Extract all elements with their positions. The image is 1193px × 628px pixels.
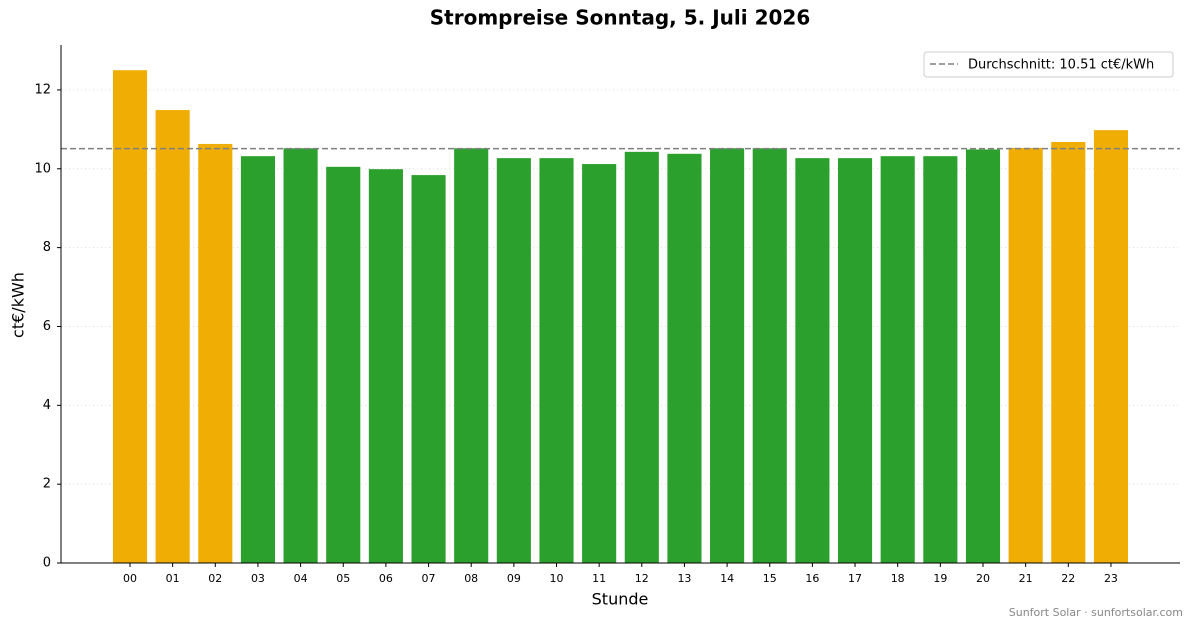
bar xyxy=(112,70,148,564)
bar xyxy=(795,158,830,564)
bar xyxy=(880,156,915,563)
x-tick-label: 15 xyxy=(763,572,777,585)
x-tick-label: 10 xyxy=(550,572,564,585)
x-tick-label: 19 xyxy=(933,572,947,585)
bar xyxy=(1008,147,1043,563)
x-tick-label: 23 xyxy=(1104,572,1118,585)
x-tick-label: 09 xyxy=(507,572,521,585)
x-tick-label: 22 xyxy=(1061,572,1075,585)
bar xyxy=(624,151,659,563)
x-tick-label: 13 xyxy=(677,572,691,585)
x-tick-label: 01 xyxy=(166,572,180,585)
bar xyxy=(326,166,361,563)
x-tick-label: 14 xyxy=(720,572,734,585)
bar xyxy=(710,148,745,564)
bar xyxy=(837,158,873,564)
bar xyxy=(667,153,702,563)
x-tick-label: 00 xyxy=(123,572,137,585)
chart-title: Strompreise Sonntag, 5. Juli 2026 xyxy=(430,6,811,30)
x-tick-label: 20 xyxy=(976,572,990,585)
x-tick-label: 04 xyxy=(294,572,308,585)
y-axis-label: ct€/kWh xyxy=(9,272,28,338)
x-tick-label: 03 xyxy=(251,572,265,585)
bar xyxy=(965,149,1001,563)
footer: Sunfort Solar · sunfortsolar.com xyxy=(1009,606,1183,619)
bar xyxy=(539,158,574,564)
y-tick-label: 4 xyxy=(43,398,51,413)
bar xyxy=(1093,130,1129,563)
bar xyxy=(1051,141,1086,563)
bar xyxy=(240,156,276,563)
x-tick-label: 05 xyxy=(336,572,350,585)
bar xyxy=(496,158,531,564)
bar xyxy=(283,148,318,564)
x-tick-label: 02 xyxy=(208,572,222,585)
y-tick-label: 6 xyxy=(43,319,51,334)
x-tick-label: 07 xyxy=(422,572,436,585)
x-tick-label: 06 xyxy=(379,572,393,585)
bar xyxy=(368,169,403,563)
x-axis-label: Stunde xyxy=(592,590,649,609)
x-tick-label: 08 xyxy=(464,572,478,585)
y-tick-label: 0 xyxy=(43,556,51,571)
y-tick-label: 8 xyxy=(43,240,51,255)
bar xyxy=(411,175,446,564)
bar xyxy=(752,148,787,564)
x-tick-label: 18 xyxy=(891,572,905,585)
legend-label: Durchschnitt: 10.51 ct€/kWh xyxy=(968,58,1154,73)
legend-box xyxy=(923,51,1174,78)
y-tick-label: 12 xyxy=(34,82,51,97)
x-tick-label: 12 xyxy=(635,572,649,585)
bar xyxy=(582,164,617,563)
bar xyxy=(454,148,489,564)
x-tick-label: 16 xyxy=(805,572,819,585)
y-tick-label: 10 xyxy=(34,161,51,176)
x-tick-label: 11 xyxy=(592,572,606,585)
bar xyxy=(155,110,190,564)
x-tick-label: 21 xyxy=(1019,572,1033,585)
y-tick-label: 2 xyxy=(43,477,51,492)
x-tick-label: 17 xyxy=(848,572,862,585)
bar xyxy=(198,143,233,563)
bar xyxy=(923,156,958,563)
